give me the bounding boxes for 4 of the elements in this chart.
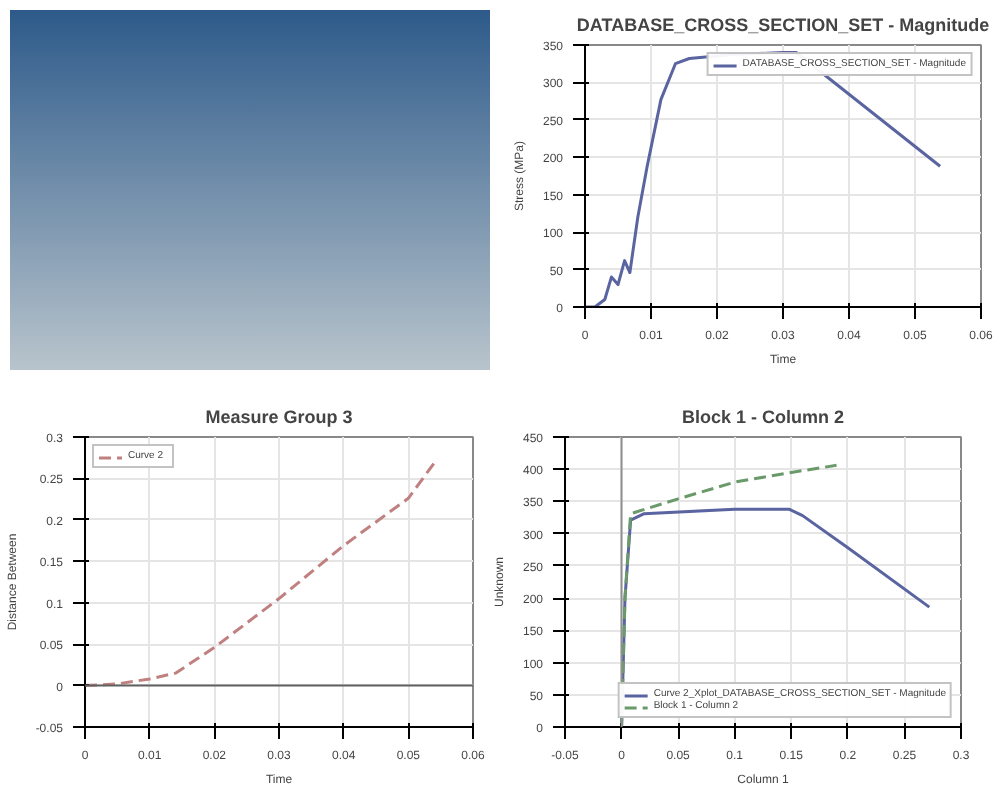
chart-title: Block 1 - Column 2 [681,407,845,427]
chart-title: DATABASE_CROSS_SECTION_SET - Magnitude [576,15,990,35]
line-series [85,457,439,688]
chart-title: Measure Group 3 [205,407,353,427]
